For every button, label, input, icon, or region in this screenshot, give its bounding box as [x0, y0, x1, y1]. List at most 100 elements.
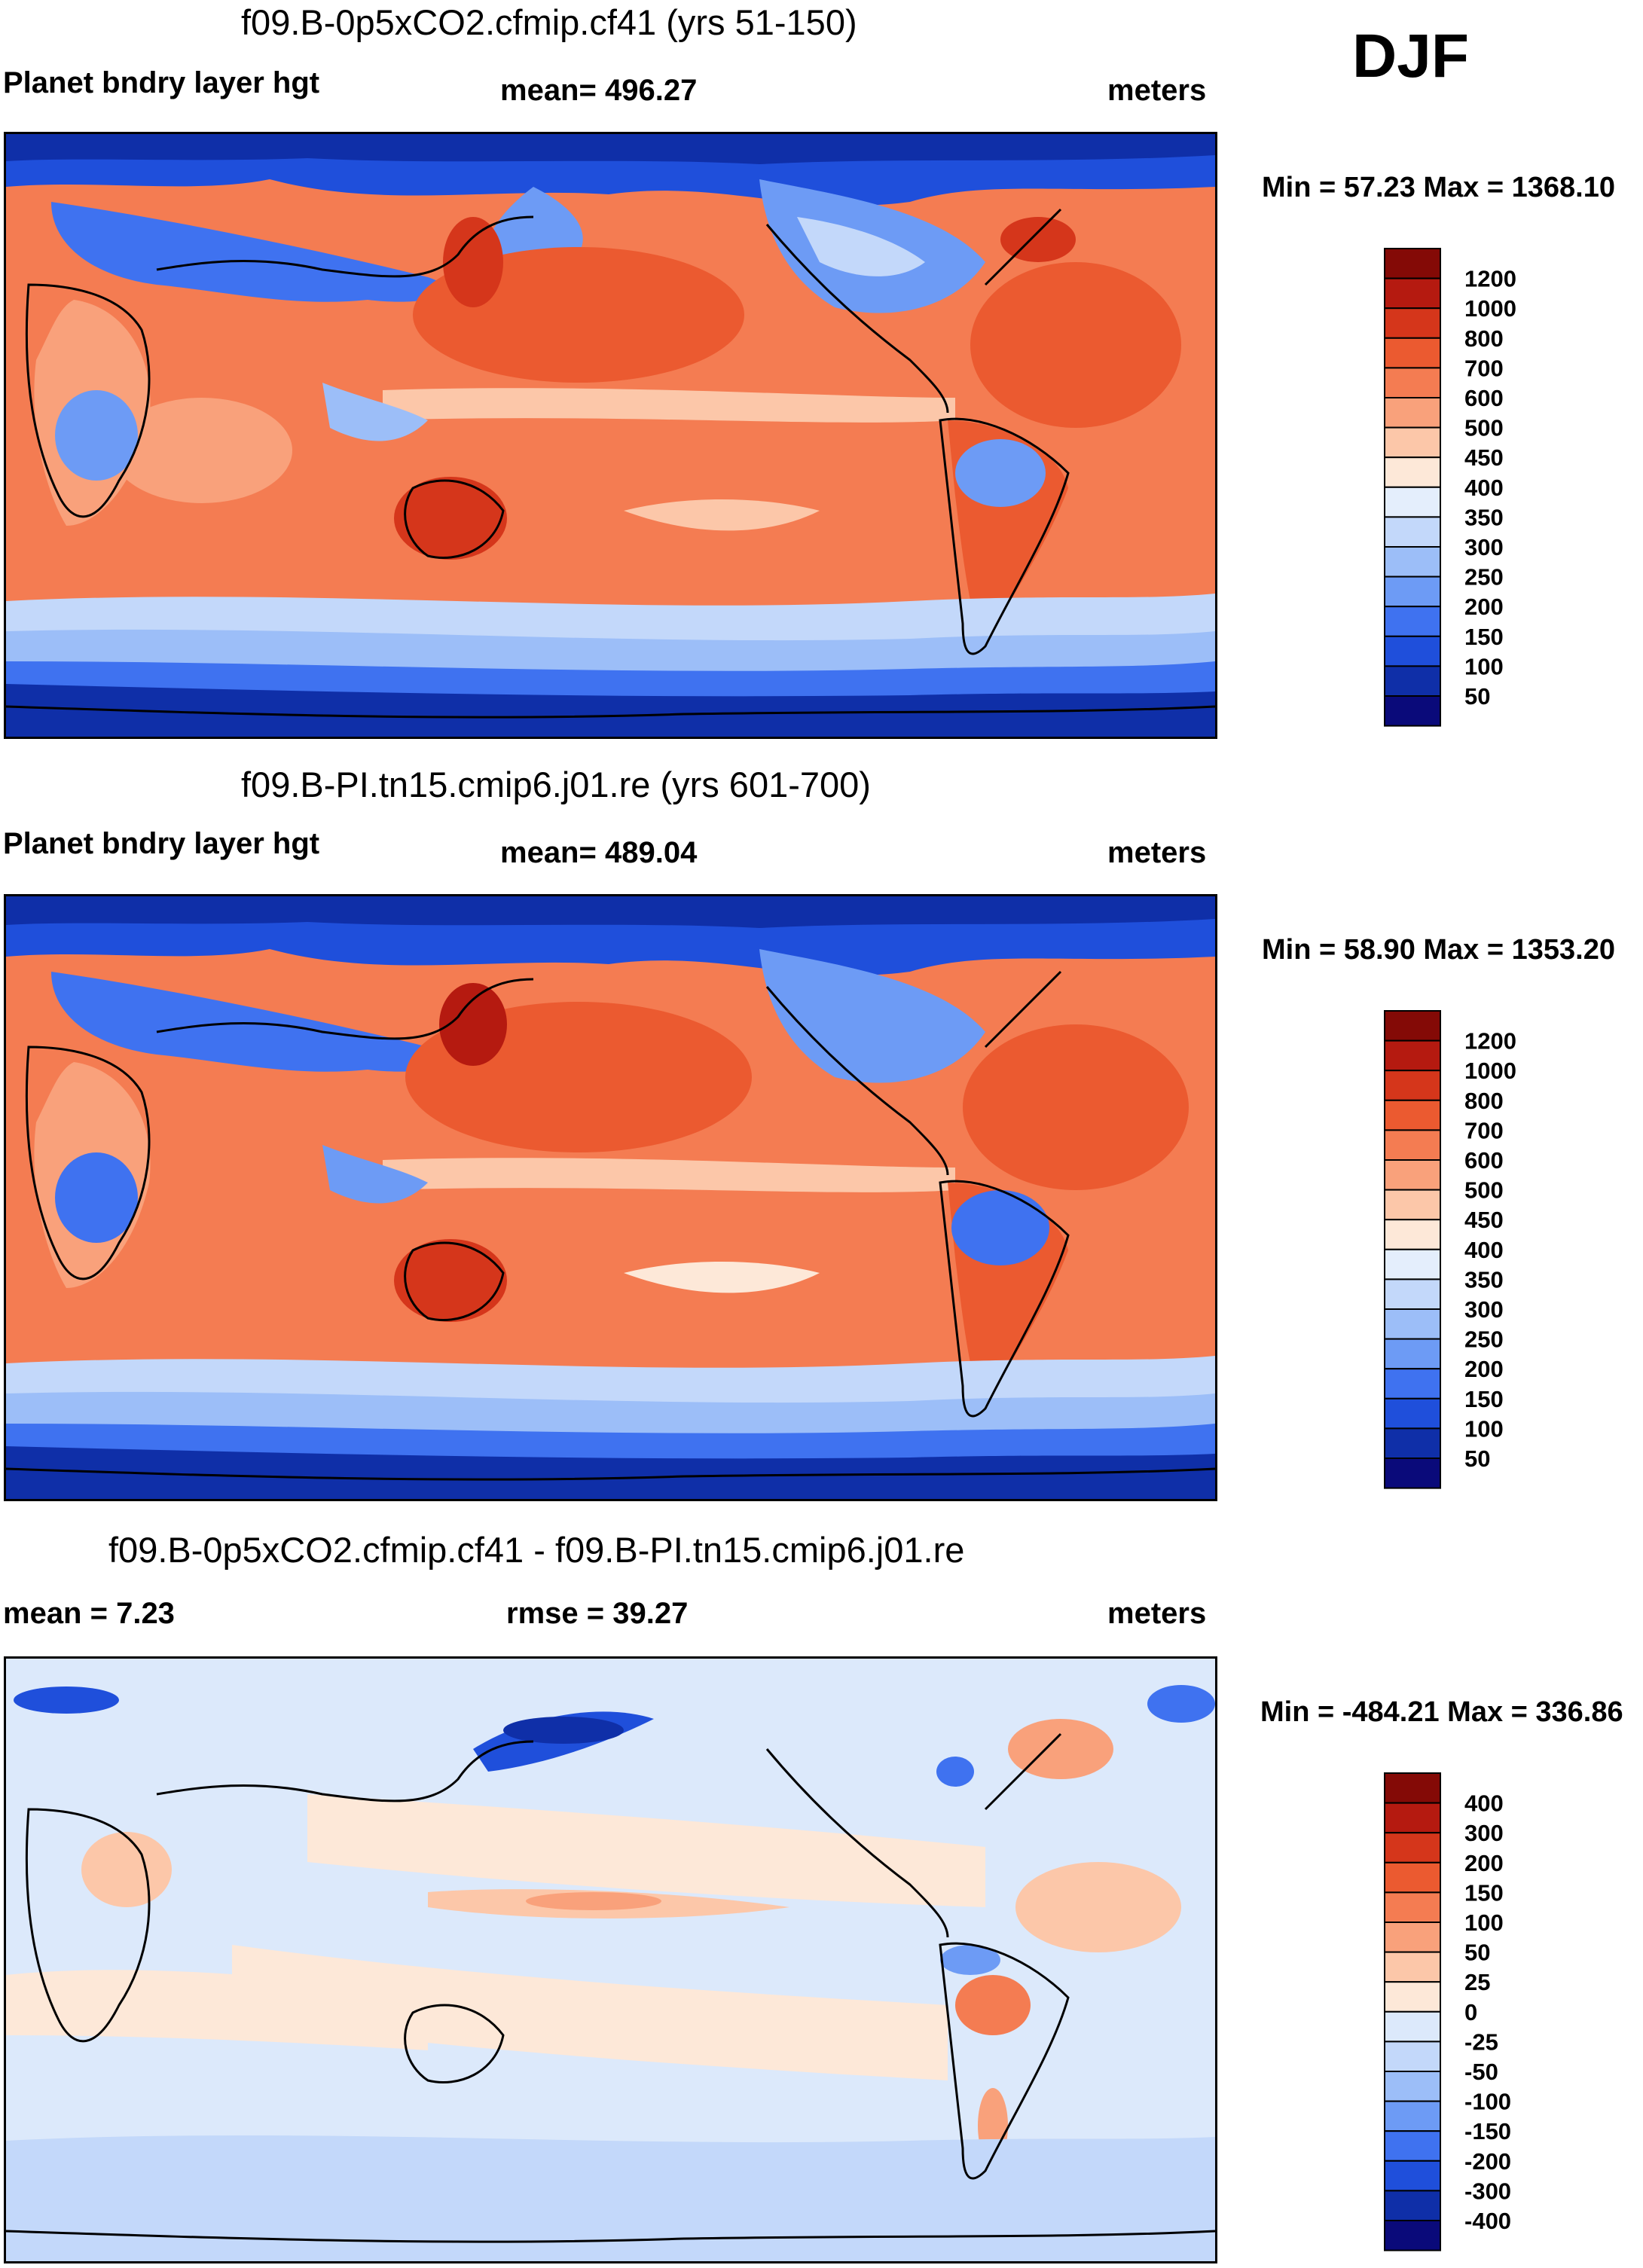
panel1-colorbar: 1200 1000 800 700 600 500 450 400 350 300 250 200 15… — [1384, 248, 1565, 727]
colorbar-box — [1384, 2190, 1441, 2222]
colorbar-box — [1384, 367, 1441, 398]
colorbar-box — [1384, 2220, 1441, 2251]
colorbar-label: 350 — [1464, 504, 1504, 530]
panel3-rmse-label: rmse = 39.27 — [506, 1597, 689, 1630]
colorbar-box — [1384, 456, 1441, 488]
colorbar-box — [1384, 575, 1441, 608]
colorbar-label: 300 — [1464, 1296, 1504, 1323]
colorbar-label: -50 — [1464, 2059, 1498, 2085]
colorbar-label: 1200 — [1464, 266, 1516, 292]
colorbar-label: 700 — [1464, 1117, 1504, 1143]
panel2-left-label: Planet bndry layer hgt — [3, 827, 320, 860]
colorbar-box — [1384, 2010, 1441, 2043]
colorbar-box — [1384, 606, 1441, 637]
colorbar-box — [1384, 1129, 1441, 1161]
colorbar-box — [1384, 1219, 1441, 1250]
colorbar-box — [1384, 1861, 1441, 1894]
colorbar-label: 25 — [1464, 1969, 1490, 1995]
colorbar-label: 200 — [1464, 1850, 1504, 1876]
colorbar-box — [1384, 546, 1441, 578]
colorbar-label: 600 — [1464, 1147, 1504, 1174]
colorbar-box — [1384, 1772, 1441, 1804]
colorbar-box — [1384, 1039, 1441, 1072]
colorbar-label: 150 — [1464, 624, 1504, 650]
colorbar-box — [1384, 1278, 1441, 1310]
colorbar-label: 50 — [1464, 1445, 1490, 1472]
colorbar-box — [1384, 307, 1441, 339]
colorbar-label: 100 — [1464, 1415, 1504, 1442]
colorbar-label: -100 — [1464, 2089, 1511, 2115]
season-label: DJF — [1352, 22, 1469, 90]
colorbar-box — [1384, 1248, 1441, 1281]
colorbar-label: 0 — [1464, 1999, 1477, 2025]
colorbar-box — [1384, 1802, 1441, 1834]
colorbar-label: 50 — [1464, 683, 1490, 710]
colorbar-box — [1384, 1099, 1441, 1131]
panel2-map — [4, 894, 1217, 1501]
colorbar-box — [1384, 516, 1441, 548]
colorbar-label: 450 — [1464, 1207, 1504, 1233]
panel3-mean-label: mean = 7.23 — [3, 1597, 175, 1630]
colorbar-label: -25 — [1464, 2028, 1498, 2055]
colorbar-label: -150 — [1464, 2118, 1511, 2144]
colorbar-box — [1384, 1338, 1441, 1370]
panel2-title: f09.B-PI.tn15.cmip6.j01.re (yrs 601-700) — [241, 765, 871, 804]
colorbar-label: -400 — [1464, 2208, 1511, 2234]
colorbar-label: 450 — [1464, 444, 1504, 471]
panel1-units: meters — [1107, 74, 1207, 107]
colorbar-label: 1200 — [1464, 1028, 1516, 1055]
colorbar-label: 200 — [1464, 1356, 1504, 1382]
colorbar-label: 250 — [1464, 564, 1504, 591]
colorbar-label: 800 — [1464, 1088, 1504, 1114]
colorbar-label: 400 — [1464, 1790, 1504, 1817]
colorbar-label: 100 — [1464, 1909, 1504, 1936]
panel3-units: meters — [1107, 1597, 1207, 1630]
colorbar-box — [1384, 337, 1441, 369]
colorbar-box — [1384, 1070, 1441, 1101]
colorbar-box — [1384, 1922, 1441, 1953]
colorbar-box — [1384, 2100, 1441, 2132]
colorbar-label: 150 — [1464, 1386, 1504, 1412]
colorbar-label: 50 — [1464, 1940, 1490, 1966]
colorbar-box — [1384, 1832, 1441, 1864]
colorbar-box — [1384, 635, 1441, 667]
colorbar-label: 500 — [1464, 1177, 1504, 1204]
colorbar-box — [1384, 695, 1441, 727]
colorbar-box — [1384, 486, 1441, 518]
colorbar-label: 250 — [1464, 1326, 1504, 1353]
colorbar-box — [1384, 1189, 1441, 1221]
colorbar-label: 300 — [1464, 1820, 1504, 1846]
colorbar-box — [1384, 2071, 1441, 2102]
colorbar-box — [1384, 1981, 1441, 2013]
panel1-map — [4, 132, 1217, 739]
colorbar-box — [1384, 1458, 1441, 1489]
colorbar-label: 500 — [1464, 415, 1504, 441]
panel3-map — [4, 1656, 1217, 2263]
colorbar-box — [1384, 2160, 1441, 2192]
panel2-minmax: Min = 58.90 Max = 1353.20 — [1262, 934, 1615, 966]
colorbar-box — [1384, 426, 1441, 459]
colorbar-box — [1384, 2041, 1441, 2072]
colorbar-label: 400 — [1464, 475, 1504, 501]
colorbar-label: -300 — [1464, 2178, 1511, 2204]
colorbar-label: 150 — [1464, 1879, 1504, 1906]
colorbar-box — [1384, 2130, 1441, 2162]
panel3-title: f09.B-0p5xCO2.cfmip.cf41 - f09.B-PI.tn15… — [108, 1530, 965, 1570]
colorbar-box — [1384, 277, 1441, 310]
panel2-colorbar: 1200 1000 800 700 600 500 450 400 350 300 250 200 15… — [1384, 1010, 1565, 1489]
colorbar-box — [1384, 1891, 1441, 1923]
colorbar-label: 300 — [1464, 534, 1504, 560]
colorbar-box — [1384, 397, 1441, 429]
colorbar-label: 200 — [1464, 594, 1504, 620]
colorbar-label: 1000 — [1464, 1058, 1516, 1084]
colorbar-box — [1384, 248, 1441, 279]
colorbar-label: 100 — [1464, 653, 1504, 679]
colorbar-box — [1384, 1368, 1441, 1400]
colorbar-label: 700 — [1464, 355, 1504, 381]
colorbar-label: 800 — [1464, 325, 1504, 352]
colorbar-box — [1384, 1397, 1441, 1430]
colorbar-label: 400 — [1464, 1237, 1504, 1263]
panel2-units: meters — [1107, 836, 1207, 869]
colorbar-label: 1000 — [1464, 295, 1516, 322]
panel3-colorbar: 400 300 200 150 100 50 25 0 -25 -50 -100 -150 -200 -3… — [1384, 1772, 1565, 2251]
